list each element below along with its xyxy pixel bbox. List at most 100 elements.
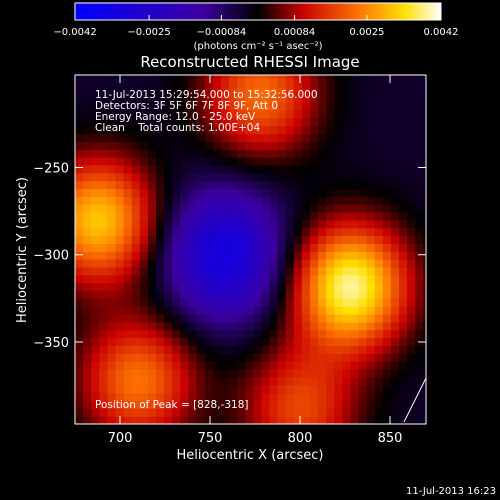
heatmap-cell <box>366 314 376 323</box>
heatmap-cell <box>196 329 206 339</box>
heatmap-cell <box>164 259 173 268</box>
heatmap-cell <box>91 94 100 103</box>
heatmap-cell <box>326 353 335 362</box>
heatmap-cell <box>180 125 189 135</box>
heatmap-cell <box>107 274 117 284</box>
heatmap-cell <box>342 345 351 354</box>
heatmap-cell <box>139 109 149 119</box>
heatmap-cell <box>366 211 376 221</box>
heatmap-cell <box>390 384 400 394</box>
heatmap-cell <box>358 251 368 260</box>
heatmap-cell <box>309 251 319 260</box>
heatmap-cell <box>285 164 295 174</box>
heatmap-cell <box>204 196 214 205</box>
heatmap-cell <box>334 353 343 362</box>
heatmap-cell <box>358 94 368 103</box>
heatmap-cell <box>350 133 360 142</box>
heatmap-cell <box>188 298 198 307</box>
heatmap-cell <box>301 243 311 252</box>
heatmap-cell <box>407 141 416 150</box>
heatmap-cell <box>293 251 303 260</box>
heatmap-cell <box>269 274 279 284</box>
heatmap-cell <box>318 204 327 213</box>
heatmap-cell <box>220 251 230 260</box>
heatmap-cell <box>204 243 214 252</box>
heatmap-cell <box>83 376 92 386</box>
heatmap-cell <box>293 290 303 299</box>
heatmap-cell <box>75 94 84 103</box>
heatmap-cell <box>334 243 343 252</box>
heatmap-cell <box>342 75 351 80</box>
heatmap-cell <box>164 141 173 150</box>
heatmap-cell <box>285 361 295 370</box>
heatmap-cell <box>277 157 287 166</box>
heatmap-cell <box>220 337 230 347</box>
heatmap-cell <box>415 149 424 158</box>
heatmap-cell <box>220 94 230 103</box>
heatmap-cell <box>350 125 360 135</box>
heatmap-cell <box>342 109 351 119</box>
heatmap-cell <box>99 196 108 205</box>
heatmap-cell <box>123 172 133 182</box>
heatmap-cell <box>139 353 149 362</box>
heatmap-cell <box>309 384 319 394</box>
heatmap-cell <box>196 369 206 378</box>
heatmap-cell <box>415 219 424 229</box>
heatmap-cell <box>204 141 214 150</box>
heatmap-cell <box>407 361 416 370</box>
heatmap-cell <box>261 384 270 394</box>
heatmap-cell <box>172 180 181 190</box>
heatmap-cell <box>123 369 133 378</box>
heatmap-cell <box>83 298 92 307</box>
heatmap-cell <box>423 235 426 244</box>
heatmap-cell <box>220 329 230 339</box>
heatmap-cell <box>407 392 416 402</box>
heatmap-cell <box>147 149 157 158</box>
heatmap-cell <box>131 180 141 190</box>
heatmap-cell <box>245 282 254 292</box>
heatmap-cell <box>407 251 416 260</box>
heatmap-cell <box>318 219 327 229</box>
heatmap-cell <box>277 219 287 229</box>
heatmap-cell <box>366 392 376 402</box>
heatmap-cell <box>188 164 198 174</box>
heatmap-cell <box>172 102 181 111</box>
heatmap-cell <box>350 290 360 299</box>
heatmap-cell <box>309 196 319 205</box>
heatmap-cell <box>366 353 376 362</box>
heatmap-cell <box>269 102 279 111</box>
heatmap-cell <box>399 384 408 394</box>
heatmap-cell <box>407 204 416 213</box>
heatmap-cell <box>91 329 100 339</box>
heatmap-cell <box>374 188 384 197</box>
heatmap-cell <box>261 337 270 347</box>
heatmap-cell <box>399 102 408 111</box>
heatmap-cell <box>180 337 189 347</box>
heatmap-cell <box>366 361 376 370</box>
heatmap-cell <box>180 102 189 111</box>
heatmap-cell <box>261 102 270 111</box>
heatmap-cell <box>139 75 149 80</box>
heatmap-cell <box>172 282 181 292</box>
heatmap-cell <box>293 384 303 394</box>
heatmap-cell <box>301 172 311 182</box>
heatmap-cell <box>415 75 424 80</box>
heatmap-cell <box>382 204 392 213</box>
heatmap-cell <box>269 306 279 315</box>
heatmap-cell <box>196 400 206 409</box>
heatmap-cell <box>91 266 100 276</box>
heatmap-cell <box>253 321 262 331</box>
heatmap-cell <box>228 235 238 244</box>
heatmap-cell <box>366 75 376 80</box>
heatmap-cell <box>253 149 262 158</box>
heatmap-cell <box>156 141 165 150</box>
heatmap-cell <box>131 353 141 362</box>
heatmap-cell <box>350 416 360 424</box>
heatmap-cell <box>204 298 214 307</box>
heatmap-cell <box>269 164 279 174</box>
heatmap-cell <box>220 227 230 237</box>
heatmap-cell <box>139 94 149 103</box>
heatmap-cell <box>147 141 157 150</box>
heatmap-cell <box>172 266 181 276</box>
heatmap-cell <box>220 392 230 402</box>
